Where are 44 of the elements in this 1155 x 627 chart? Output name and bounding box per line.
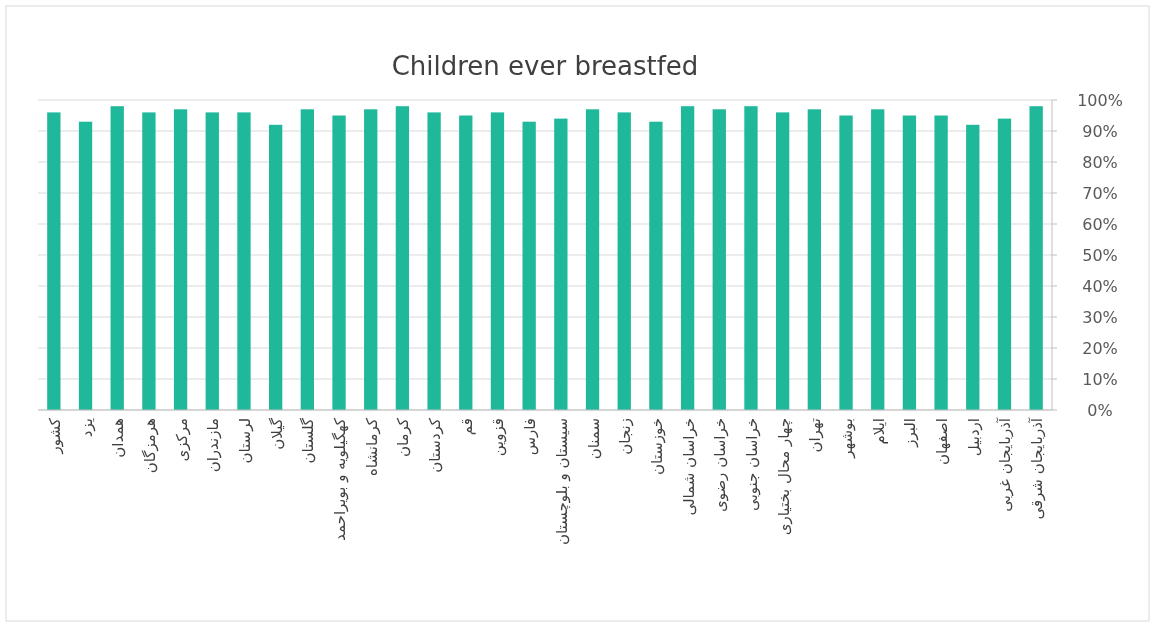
x-tick-label: هرمزگان	[140, 417, 159, 474]
y-tick-label: 90%	[1082, 122, 1118, 141]
y-tick-label: 80%	[1082, 153, 1118, 172]
y-tick-label: 20%	[1082, 339, 1118, 358]
y-tick-label: 70%	[1082, 184, 1118, 203]
x-tick-label: همدان	[109, 417, 128, 458]
x-tick-label: فارس	[521, 418, 540, 456]
y-tick-label: 10%	[1082, 370, 1118, 389]
x-tick-label: کرمانشاه	[362, 417, 381, 477]
x-tick-label: مرکزی	[172, 418, 191, 462]
x-tick-label: خوزستان	[647, 418, 666, 475]
x-tick-label: گیلان	[267, 417, 286, 450]
x-tick-label: البرز	[901, 418, 920, 448]
x-tick-label: اصفهان	[933, 418, 952, 465]
x-tick-label: ایلام	[869, 418, 888, 445]
x-tick-label: سمنان	[584, 418, 603, 460]
y-tick-label: 100%	[1077, 91, 1123, 110]
x-tick-label: تهران	[806, 418, 825, 453]
x-tick-label: چهار محال بختیاری	[774, 418, 793, 536]
y-tick-label: 50%	[1082, 246, 1118, 265]
x-tick-label: اردبیل	[964, 418, 983, 457]
x-tick-label: خراسان جنوبی	[742, 418, 761, 511]
y-tick-label: 30%	[1082, 308, 1118, 327]
x-tick-label: سیستان و بلوچستان	[552, 418, 571, 546]
x-tick-label: کشور	[45, 417, 64, 455]
y-tick-label: 0%	[1087, 401, 1113, 420]
x-tick-label: قم	[457, 418, 476, 436]
x-tick-label: خراسان شمالی	[679, 418, 698, 516]
x-tick-label: کهگیلویه و بویراحمد	[331, 417, 350, 541]
x-tick-label: گلستان	[299, 417, 318, 464]
x-tick-label: آذربایجان شرقی	[1028, 417, 1047, 520]
y-tick-label: 40%	[1082, 277, 1118, 296]
x-tick-label: بوشهر	[838, 418, 857, 459]
x-tick-label: کردستان	[426, 417, 445, 473]
y-tick-label: 60%	[1082, 215, 1118, 234]
x-tick-label: مازندران	[204, 418, 223, 473]
chart-title: Children ever breastfed	[391, 51, 699, 81]
x-tick-label: لرستان	[235, 418, 254, 464]
x-tick-label: یزد	[77, 418, 96, 438]
x-tick-label: کرمان	[394, 417, 413, 458]
x-tick-label: قزوین	[489, 418, 508, 457]
x-tick-label: زنجان	[616, 418, 635, 455]
x-tick-label: آذربایجان غربی	[996, 417, 1015, 512]
x-tick-label: خراسان رضوی	[711, 418, 730, 513]
